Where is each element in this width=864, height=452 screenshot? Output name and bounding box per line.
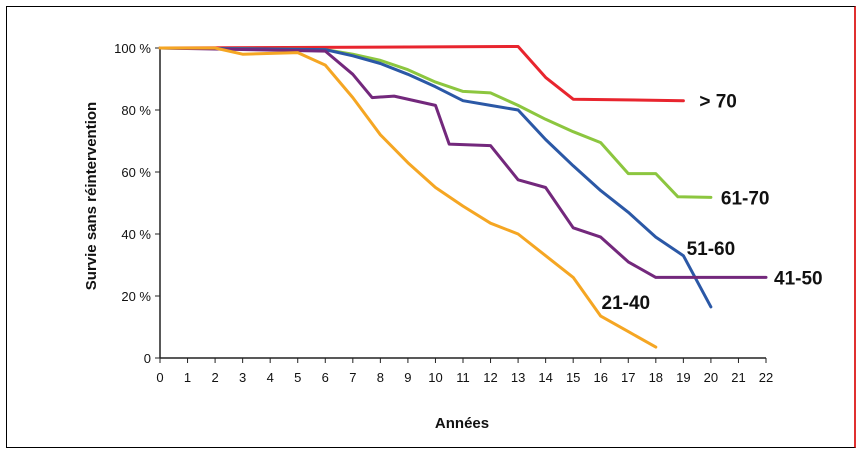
series-label-70: > 70: [699, 92, 737, 113]
series-label-41-50: 41-50: [774, 268, 823, 289]
y-tick-label: 80 %: [121, 103, 151, 118]
x-tick-label: 6: [322, 370, 329, 385]
x-tick-label: 2: [211, 370, 218, 385]
x-tick-label: 4: [267, 370, 274, 385]
x-tick-label: 8: [377, 370, 384, 385]
axes: 0 1 2 3 4 5 6 7 8 9 10 11 12 13 14 15 16 17 18 19 20 21 22020 …: [114, 41, 773, 385]
series-layer: > 70 61-70 51-60 41-50 21-40: [158, 45, 823, 349]
x-tick-label: 17: [621, 370, 635, 385]
x-tick-label: 20: [704, 370, 718, 385]
series-line-21-40: [158, 46, 658, 349]
series-line-70: [158, 45, 685, 103]
y-tick-label: 20 %: [121, 289, 151, 304]
x-tick-label: 19: [676, 370, 690, 385]
y-axis-title: Survie sans réintervention: [83, 102, 100, 290]
series-label-61-70: 61-70: [721, 188, 770, 209]
x-tick-label: 3: [239, 370, 246, 385]
x-tick-label: 11: [456, 370, 470, 385]
series-label-21-40: 21-40: [602, 293, 651, 314]
x-tick-label: 21: [731, 370, 745, 385]
x-tick-label: 13: [511, 370, 525, 385]
x-tick-label: 9: [404, 370, 411, 385]
y-tick-label: 60 %: [121, 165, 151, 180]
y-tick-label: 0: [144, 351, 151, 366]
series-line-51-60: [158, 46, 713, 309]
x-axis-title: Années: [435, 415, 489, 432]
series-line-41-50: [158, 46, 768, 279]
x-tick-label: 14: [538, 370, 552, 385]
x-tick-label: 0: [156, 370, 163, 385]
series-line-61-70: [158, 46, 713, 199]
chart-frame: [6, 6, 856, 448]
x-tick-label: 16: [593, 370, 607, 385]
x-tick-label: 12: [483, 370, 497, 385]
x-tick-label: 22: [759, 370, 773, 385]
x-tick-label: 1: [184, 370, 191, 385]
x-tick-label: 18: [649, 370, 663, 385]
y-tick-label: 100 %: [114, 41, 151, 56]
x-tick-label: 7: [349, 370, 356, 385]
x-tick-label: 10: [428, 370, 442, 385]
x-tick-label: 15: [566, 370, 580, 385]
y-tick-label: 40 %: [121, 227, 151, 242]
series-label-51-60: 51-60: [687, 239, 736, 260]
x-tick-label: 5: [294, 370, 301, 385]
